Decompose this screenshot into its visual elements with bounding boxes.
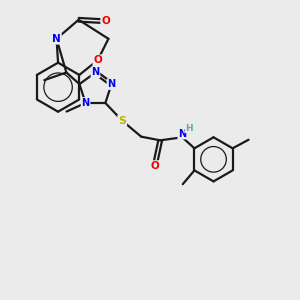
Text: N: N <box>92 68 100 77</box>
Text: N: N <box>107 79 116 89</box>
Text: S: S <box>118 116 126 126</box>
Text: H: H <box>185 124 193 133</box>
Text: O: O <box>93 55 102 65</box>
Text: O: O <box>101 16 110 26</box>
Text: N: N <box>82 98 90 108</box>
Text: N: N <box>178 129 186 139</box>
Text: O: O <box>151 161 159 171</box>
Text: N: N <box>52 34 61 44</box>
